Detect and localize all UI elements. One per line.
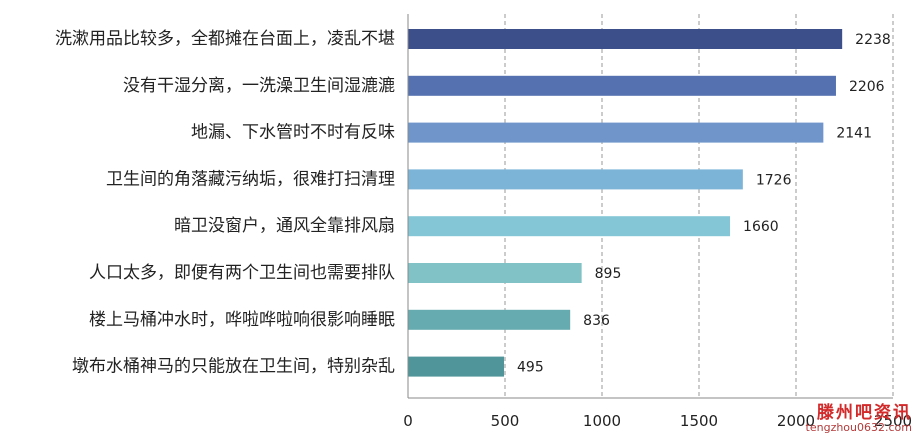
bar-5 [408, 263, 582, 283]
gridlines [504, 14, 894, 398]
watermark-url: tengzhou0632.com [805, 421, 912, 435]
value-label-1: 2206 [849, 79, 885, 95]
category-label-1: 没有干湿分离，一洗澡卫生间湿漉漉 [123, 76, 395, 96]
watermark-text: 滕州吧资讯 [817, 402, 912, 423]
bars [408, 29, 843, 377]
bar-7 [408, 356, 505, 377]
value-label-7: 495 [517, 360, 544, 376]
category-label-3: 卫生间的角落藏污纳垢，很难打扫清理 [106, 169, 395, 189]
value-label-3: 1726 [756, 172, 792, 188]
bar-4 [408, 216, 731, 237]
value-label-6: 836 [583, 313, 610, 329]
value-label-5: 895 [595, 266, 622, 282]
category-label-4: 暗卫没窗户，通风全靠排风扇 [174, 216, 395, 236]
x-tick-label-4: 2000 [777, 412, 815, 430]
category-label-5: 人口太多，即便有两个卫生间也需要排队 [89, 263, 395, 283]
x-tick-label-5: 2500 [874, 412, 912, 430]
x-tick-label-1: 500 [491, 412, 520, 430]
value-label-2: 2141 [836, 126, 872, 142]
bar-0 [408, 29, 843, 49]
category-label-7: 墩布水桶神马的只能放在卫生间，特别杂乱 [72, 357, 395, 377]
x-tick-label-3: 1500 [680, 412, 718, 430]
bar-1 [408, 75, 836, 96]
watermark-logo: 滕州吧资讯 tengzhou0632.com [805, 402, 912, 435]
bar-3 [408, 169, 743, 190]
axes [407, 14, 893, 399]
x-tick-label-2: 1000 [583, 412, 621, 430]
labels: 洗漱用品比较多，全都摊在台面上，凌乱不堪 2238 没有干湿分离，一洗澡卫生间湿漉漉… [55, 29, 912, 430]
value-label-0: 2238 [855, 32, 891, 48]
bar-2 [408, 122, 824, 143]
bar-6 [408, 309, 571, 330]
category-label-6: 楼上马桶冲水时，哗啦哗啦响很影响睡眠 [89, 310, 395, 330]
category-label-2: 地漏、下水管时不时有反味 [191, 123, 395, 143]
category-label-0: 洗漱用品比较多，全都摊在台面上，凌乱不堪 [55, 29, 395, 49]
value-label-4: 1660 [743, 219, 779, 235]
x-tick-label-0: 0 [403, 412, 413, 430]
